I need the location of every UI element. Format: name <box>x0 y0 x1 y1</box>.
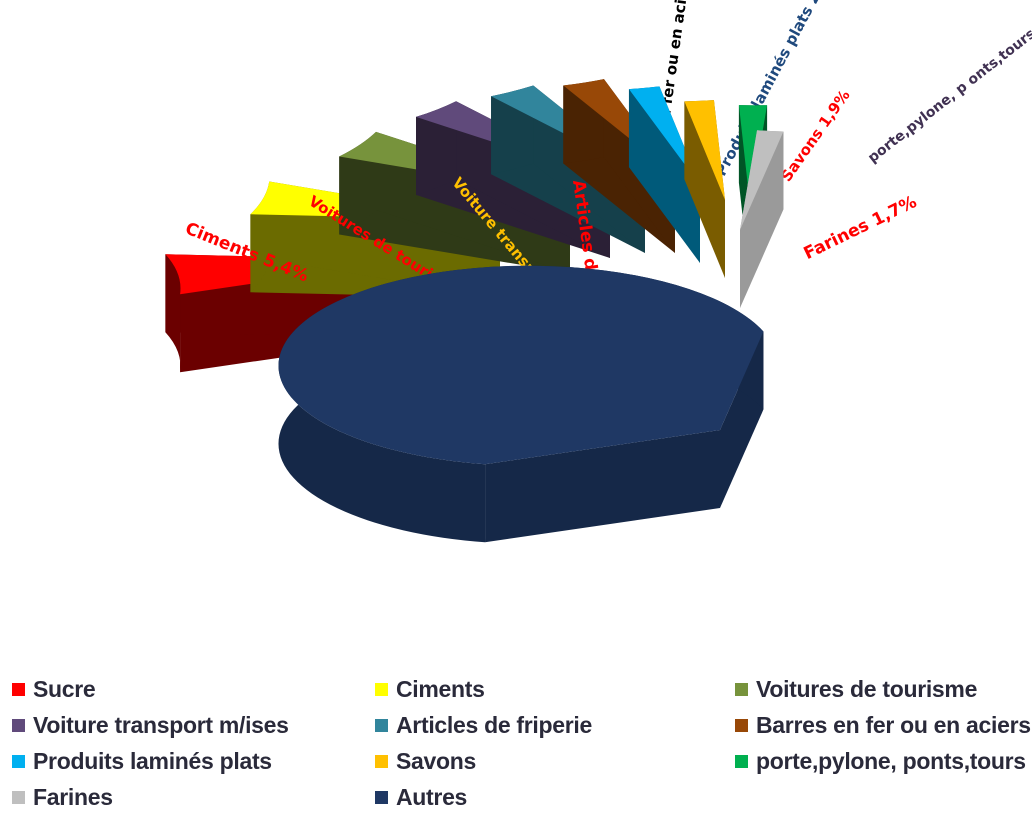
legend-swatch <box>735 755 748 768</box>
legend-label: Voiture transport m/ises <box>33 712 289 738</box>
legend-item-barres-en-fer-ou-en-aciers: Barres en fer ou en aciers <box>735 712 1031 739</box>
slice-label-porte-pylone-ponts-tours: porte,pylone, p onts,tours 1,8% <box>865 0 1032 166</box>
legend-item-savons: Savons <box>375 748 476 775</box>
legend-label: Articles de friperie <box>396 712 592 738</box>
legend-item-produits-lamines-plats: Produits laminés plats <box>12 748 272 775</box>
legend-swatch <box>375 791 388 804</box>
legend-swatch <box>375 683 388 696</box>
legend-item-voitures-de-tourisme: Voitures de tourisme <box>735 676 977 703</box>
legend-label: porte,pylone, ponts,tours <box>756 748 1026 774</box>
legend-label: Voitures de tourisme <box>756 676 978 702</box>
legend-label: Autres <box>396 784 468 810</box>
pie-slice-farines <box>740 130 784 308</box>
legend-swatch <box>375 719 388 732</box>
legend-label: Sucre <box>33 676 96 702</box>
slice-label-sucre: Sucre 6,5% <box>70 273 165 291</box>
pie-slice-savons <box>684 100 725 279</box>
legend-label: Produits laminés plats <box>33 748 272 774</box>
legend-swatch <box>12 683 25 696</box>
pie-slice-autres <box>278 265 764 543</box>
legend-item-ciments: Ciments <box>375 676 485 703</box>
slice-label-autres: Autres 67,0% <box>766 469 879 487</box>
legend-swatch <box>375 755 388 768</box>
pie-slice-produits-lamines-plats <box>628 86 700 264</box>
legend-label: Farines <box>33 784 113 810</box>
slice-label-savons: Savons 1,9% <box>777 87 853 185</box>
legend-item-farines: Farines <box>12 784 113 811</box>
chart-legend: Sucre Ciments Voitures de tourisme Voiture … <box>0 676 1032 828</box>
legend-label: Savons <box>396 748 477 774</box>
legend-item-articles-de-friperie: Articles de friperie <box>375 712 592 739</box>
legend-swatch <box>12 719 25 732</box>
legend-swatch <box>12 791 25 804</box>
legend-item-autres: Autres <box>375 784 467 811</box>
legend-label: Ciments <box>396 676 485 702</box>
legend-swatch <box>735 683 748 696</box>
legend-item-voiture-transport-m-ises: Voiture transport m/ises <box>12 712 289 739</box>
legend-swatch <box>735 719 748 732</box>
legend-label: Barres en fer ou en aciers <box>756 712 1031 738</box>
slice-label-farines: Farines 1,7% <box>801 192 920 264</box>
pie-chart: Sucre 6,5% Ciments 5,4%Voitures de touris… <box>70 0 1032 543</box>
legend-item-sucre: Sucre <box>12 676 96 703</box>
legend-swatch <box>12 755 25 768</box>
legend-item-porte-pylone-ponts-tours: porte,pylone, ponts,tours <box>735 748 1026 775</box>
